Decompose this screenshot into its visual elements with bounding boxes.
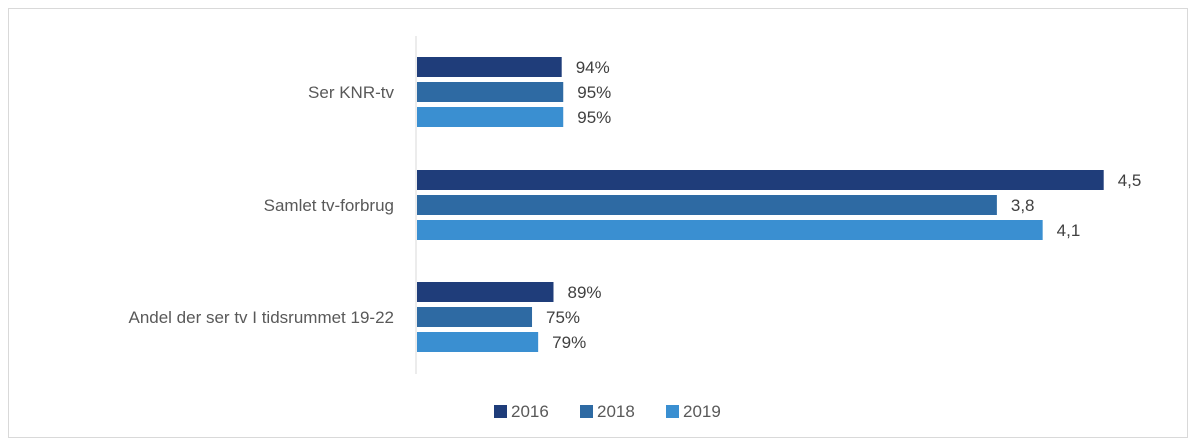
- data-label: 4,5: [1118, 171, 1142, 190]
- data-label: 95%: [577, 83, 611, 102]
- bar-2019: [417, 107, 564, 127]
- legend-swatch-2016: [494, 405, 507, 418]
- data-label: 89%: [568, 283, 602, 302]
- bar-2016: [417, 57, 562, 77]
- data-label: 94%: [576, 58, 610, 77]
- bar-2018: [417, 82, 564, 102]
- legend-swatch-2018: [580, 405, 593, 418]
- legend-swatch-2019: [666, 405, 679, 418]
- bar-2016: [417, 282, 554, 302]
- data-label: 95%: [577, 108, 611, 127]
- category-label: Ser KNR-tv: [308, 83, 394, 102]
- category-label: Samlet tv-forbrug: [264, 196, 394, 215]
- data-label: 75%: [546, 308, 580, 327]
- legend-label: 2019: [683, 402, 721, 421]
- legend-label: 2018: [597, 402, 635, 421]
- data-label: 4,1: [1057, 221, 1081, 240]
- bar-2018: [417, 195, 997, 215]
- data-label: 79%: [552, 333, 586, 352]
- category-label: Andel der ser tv I tidsrummet 19-22: [128, 308, 394, 327]
- data-label: 3,8: [1011, 196, 1035, 215]
- bar-2019: [417, 220, 1043, 240]
- bar-2019: [417, 332, 539, 352]
- bar-2018: [417, 307, 533, 327]
- bar-2016: [417, 170, 1104, 190]
- legend-label: 2016: [511, 402, 549, 421]
